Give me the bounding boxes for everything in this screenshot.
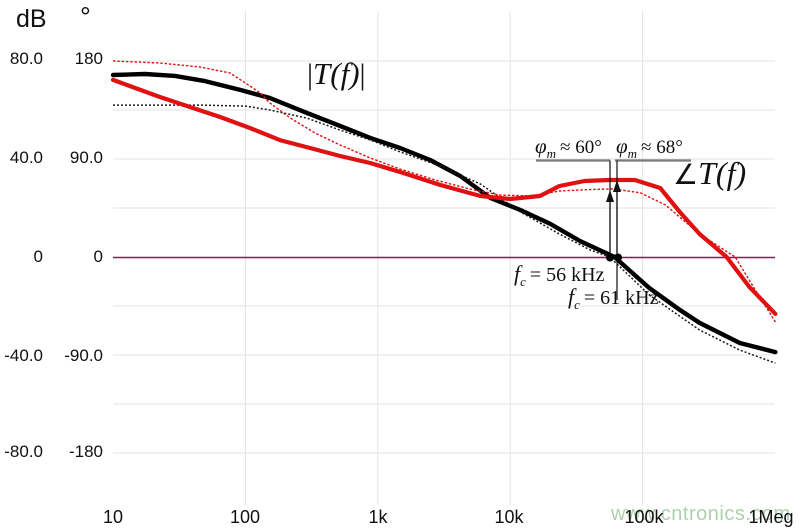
db-tick-n80: -80.0 bbox=[4, 442, 43, 461]
fc1-subscript: c bbox=[520, 274, 526, 289]
gain-thick-curve bbox=[110, 71, 778, 355]
db-tick-n40: -40.0 bbox=[4, 346, 43, 365]
deg-tick-n90: -90.0 bbox=[64, 346, 103, 365]
fc2-value: = 61 kHz bbox=[583, 287, 659, 309]
pm1-value: ≈ 60° bbox=[560, 137, 602, 158]
fc1-symbol: f bbox=[514, 261, 521, 286]
gain-dotted-curve bbox=[113, 104, 776, 364]
phase-dotted-curve bbox=[112, 60, 776, 323]
crossover-61khz-label: fc = 61 kHz bbox=[568, 284, 659, 313]
pm2-arrowhead-icon bbox=[613, 180, 621, 192]
phase-margin-68-label: φm ≈ 68° bbox=[616, 134, 683, 162]
fc2-symbol: f bbox=[568, 284, 575, 309]
freq-tick-10k: 10k bbox=[494, 507, 524, 527]
pm1-symbol: φ bbox=[535, 134, 547, 158]
pm2-symbol: φ bbox=[616, 134, 628, 158]
pm2-subscript: m bbox=[627, 145, 638, 161]
crossover-dot-56khz bbox=[606, 253, 614, 262]
freq-tick-1meg: 1Meg bbox=[748, 507, 794, 527]
gain-label-left-bar: | bbox=[307, 58, 314, 91]
deg-tick-90: 90.0 bbox=[69, 148, 103, 167]
db-tick-40: 40.0 bbox=[9, 148, 43, 167]
freq-tick-100: 100 bbox=[229, 507, 261, 527]
phase-thick-curve bbox=[110, 77, 778, 316]
db-tick-80: 80.0 bbox=[9, 49, 43, 68]
db-tick-0: 0 bbox=[33, 247, 43, 266]
crossover-dot-61khz bbox=[614, 253, 622, 262]
pm2-value: ≈ 68° bbox=[641, 137, 683, 158]
phase-label-inner: T(f) bbox=[698, 155, 747, 191]
crossover-56khz-label: fc = 56 kHz bbox=[514, 261, 605, 290]
pm1-arrowhead-icon bbox=[606, 190, 614, 202]
fc2-subscript: c bbox=[574, 297, 580, 312]
gain-label-right-bar: | bbox=[359, 58, 366, 91]
angle-icon: ∠ bbox=[673, 158, 699, 191]
deg-tick-0: 0 bbox=[93, 247, 103, 266]
deg-tick-180: 180 bbox=[74, 49, 103, 68]
gain-label-inner: T(f) bbox=[313, 56, 360, 91]
phase-margin-60-label: φm ≈ 60° bbox=[535, 134, 602, 162]
db-axis-unit-label: dB bbox=[16, 5, 47, 33]
freq-tick-10: 10 bbox=[102, 507, 124, 527]
gain-curve-label: |T(f)| bbox=[307, 56, 366, 92]
deg-tick-n180: -180 bbox=[68, 442, 103, 461]
fc1-value: = 56 kHz bbox=[529, 264, 605, 286]
annotation-layer bbox=[536, 159, 691, 300]
phase-curve-label: ∠T(f) bbox=[673, 155, 746, 192]
deg-axis-unit-label: ° bbox=[80, 2, 91, 32]
freq-tick-1k: 1k bbox=[368, 507, 388, 527]
pm1-subscript: m bbox=[546, 145, 557, 161]
watermark-text: www.cntronics.com bbox=[611, 503, 791, 525]
curves-layer bbox=[110, 60, 778, 364]
freq-tick-100k: 100k bbox=[624, 507, 664, 527]
